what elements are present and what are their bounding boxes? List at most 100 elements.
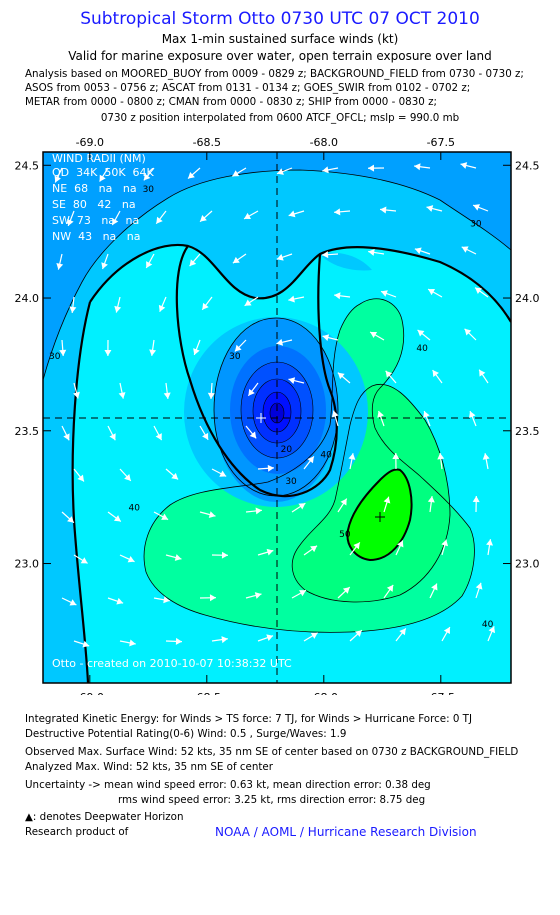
contour-label: 40: [482, 620, 494, 630]
wind-radii-row-sw: SW 73 na na: [52, 214, 139, 227]
wind-arrow: [395, 627, 407, 642]
wind-arrow: [211, 551, 229, 559]
wind-arrow: [334, 292, 351, 300]
contour-label: 30: [229, 352, 241, 362]
analyzed-max-line: Analyzed Max. Wind: 52 kts, 35 nm SE of …: [25, 761, 273, 773]
wind-arrow: [199, 511, 216, 518]
wind-arrow: [349, 541, 361, 556]
wind-arrow: [199, 425, 209, 441]
wind-arrow: [291, 589, 307, 599]
wind-arrow: [153, 596, 170, 604]
deepwater-horizon-label: : denotes Deepwater Horizon: [32, 811, 184, 823]
wind-arrow: [475, 582, 483, 599]
wind-arrow: [165, 637, 183, 645]
contour-label: 40: [129, 503, 141, 513]
wind-arrow: [478, 369, 489, 384]
wind-radii-row-ne: NE 68 na na: [52, 182, 137, 195]
contour-34-core: [175, 245, 338, 498]
wind-arrow: [165, 554, 182, 561]
center-marker: [256, 413, 266, 423]
axis-tick-labels: -69.0 -69.0 -68.5 -68.5 -68.0 -68.0 -67.5 -67.5…: [15, 136, 540, 695]
wind-arrow: [337, 498, 348, 513]
wind-radii-table: WIND RADII (NM) QD 34K 50K 64K NE 68 na …: [52, 152, 155, 243]
wind-arrow: [460, 162, 477, 169]
deepwater-horizon-note: ▲: denotes Deepwater Horizon: [25, 811, 183, 823]
contour-30-core: [213, 317, 339, 497]
wind-arrow: [67, 210, 75, 227]
contour-40: [143, 298, 475, 633]
chart-title: Subtropical Storm Otto 0730 UTC 07 OCT 2…: [80, 9, 480, 29]
x-tick-label-bottom: -69.0: [76, 691, 104, 695]
uncertainty-line-2: rms wind speed error: 3.25 kt, rms direc…: [118, 794, 426, 806]
wind-arrow: [247, 382, 259, 397]
position-line: 0730 z position interpolated from 0600 A…: [100, 112, 460, 124]
wind-arrow: [482, 453, 490, 470]
wind-arrow: [56, 253, 64, 270]
wind-arrow: [73, 382, 80, 399]
wind-arrow: [377, 410, 385, 427]
x-tick-label-top: -68.0: [310, 136, 338, 149]
wind-arrow: [101, 253, 109, 270]
wind-arrow: [149, 339, 157, 356]
wind-arrow: [111, 210, 121, 226]
wind-arrow: [61, 597, 77, 606]
contour-label: 30: [285, 477, 297, 487]
wind-arrow: [395, 540, 404, 556]
y-tick-label-right: 24.0: [515, 292, 540, 305]
wind-arrow: [187, 167, 201, 180]
wind-arrow: [276, 167, 293, 175]
wind-arrow: [59, 339, 67, 356]
wind-arrow: [385, 370, 397, 384]
ike-line: Integrated Kinetic Energy: for Winds > T…: [25, 713, 472, 725]
wind-arrow: [199, 210, 213, 223]
wind-arrow: [119, 639, 136, 647]
wind-arrow: [245, 592, 262, 599]
wind-arrow: [367, 164, 385, 172]
y-tick-label-left: 24.5: [15, 159, 40, 172]
wind-arrow: [427, 288, 443, 298]
wind-arrow: [143, 167, 155, 181]
wind-arrow: [118, 382, 126, 399]
wind-arrow: [486, 539, 493, 556]
wind-arrow: [155, 210, 167, 225]
center-crosshair: [43, 152, 511, 683]
credit-link[interactable]: NOAA / AOML / Hurricane Research Divisio…: [215, 825, 477, 839]
wind-arrow: [153, 425, 163, 441]
wind-arrow: [107, 511, 122, 523]
wind-arrow: [276, 338, 293, 346]
wind-arrow: [464, 328, 477, 341]
wind-arrow: [432, 369, 443, 384]
wind-arrow: [369, 331, 385, 341]
research-product-label: Research product of: [25, 826, 129, 838]
wind-arrow: [61, 425, 70, 441]
wind-arrow: [69, 296, 77, 313]
wind-arrow: [158, 296, 167, 312]
wind-arrow: [303, 632, 319, 642]
plot-frame: [42, 151, 512, 684]
fill-30-34-pocket: [320, 252, 372, 271]
y-tick-label-left: 23.0: [15, 558, 40, 571]
wind-arrow: [244, 296, 259, 307]
wind-arrow: [337, 586, 351, 599]
wind-arrow: [201, 296, 213, 311]
contour-label: 40: [416, 344, 428, 354]
contour-34-upper: [89, 243, 511, 323]
wind-arrow: [189, 253, 201, 267]
x-tick-label-top: -69.0: [76, 136, 104, 149]
contour-45: [291, 384, 451, 603]
wind-arrow: [257, 634, 274, 642]
contour-34-left: [71, 301, 92, 683]
wind-arrow: [243, 210, 259, 220]
wind-arrow: [61, 511, 75, 524]
wind-arrow: [99, 167, 109, 182]
wind-arrow: [288, 210, 305, 218]
wind-field-chart: 30 30 30 30 20 30 40 40 40 40 50 WIND RADII (NM) Q…: [15, 136, 540, 695]
wind-arrow: [276, 253, 293, 261]
wind-arrow: [163, 382, 171, 399]
wind-arrow: [414, 163, 431, 171]
wind-arrow: [322, 166, 339, 174]
wind-arrow: [73, 468, 85, 482]
y-tick-label-right: 23.5: [515, 425, 540, 438]
contour-label: 40: [320, 450, 332, 460]
wind-arrow: [380, 206, 397, 214]
